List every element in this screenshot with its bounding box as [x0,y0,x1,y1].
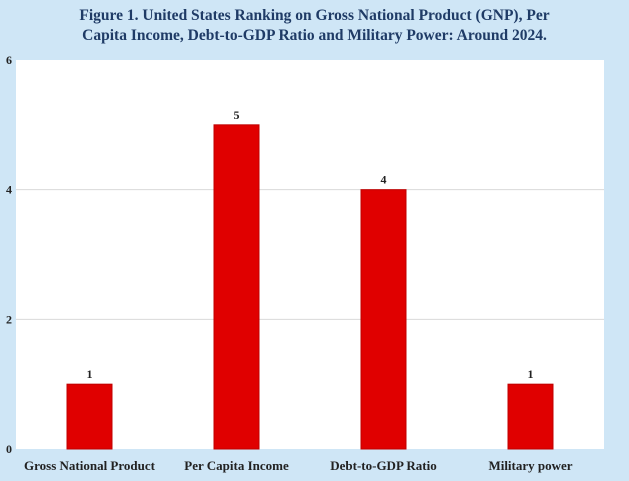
bar [213,124,260,450]
data-label: 1 [528,367,534,381]
bar [507,383,554,450]
data-label: 1 [87,367,93,381]
chart-title: Figure 1. United States Ranking on Gross… [0,6,629,46]
gridlines [16,189,604,320]
chart-title-line-2: Capita Income, Debt-to-GDP Ratio and Mil… [82,27,547,44]
bar [360,189,407,450]
bars [66,124,554,450]
y-axis-ticks: 0 2 4 6 [6,53,12,456]
plot-area [16,60,604,449]
bar [66,383,113,450]
category-label: Gross National Product [24,458,156,473]
data-label: 4 [381,173,387,187]
y-tick-label: 4 [6,183,12,197]
category-label: Per Capita Income [184,458,289,473]
data-label: 5 [234,108,240,122]
y-tick-label: 6 [6,53,12,67]
y-tick-label: 0 [6,442,12,456]
category-label: Debt-to-GDP Ratio [330,458,437,473]
y-tick-label: 2 [6,312,12,326]
x-axis-categories: Gross National Product Per Capita Income D… [24,458,573,473]
category-label: Military power [488,458,572,473]
chart-title-line-1: Figure 1. United States Ranking on Gross… [79,7,550,24]
